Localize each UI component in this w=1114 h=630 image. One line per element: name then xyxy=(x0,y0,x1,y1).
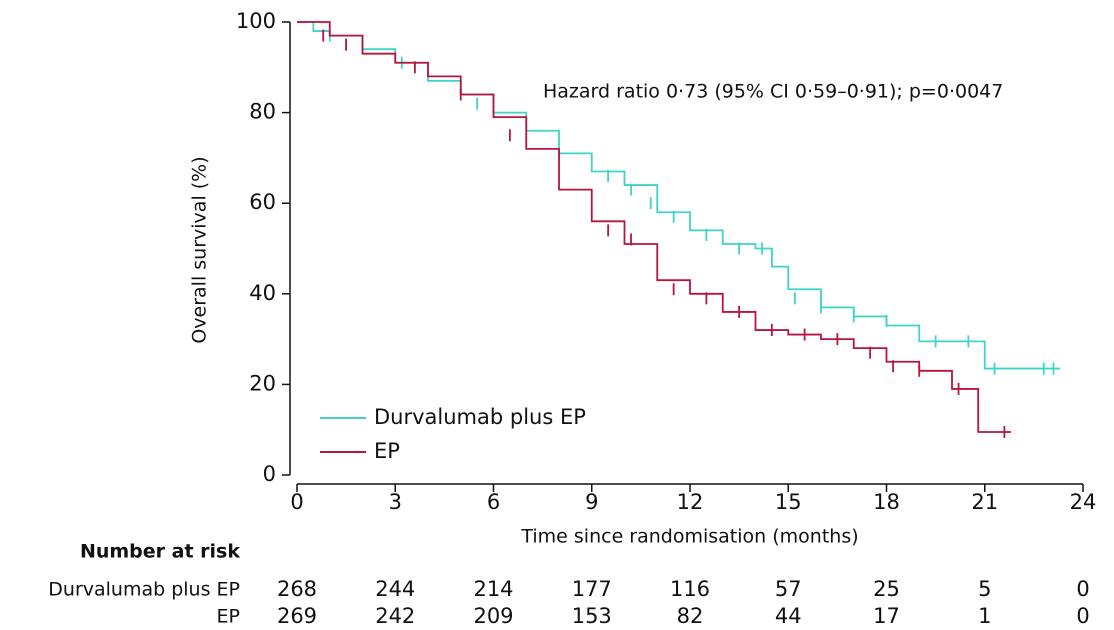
x-tick-label: 12 xyxy=(677,490,704,514)
risk-count: 44 xyxy=(775,604,802,628)
y-tick-label: 40 xyxy=(249,281,276,305)
risk-count: 116 xyxy=(670,577,710,601)
legend-label: Durvalumab plus EP xyxy=(374,405,586,429)
y-tick-label: 0 xyxy=(263,462,276,486)
x-tick-label: 18 xyxy=(873,490,900,514)
y-tick-label: 80 xyxy=(249,100,276,124)
risk-count: 57 xyxy=(775,577,802,601)
risk-row-label: EP xyxy=(217,606,240,628)
x-tick-label: 9 xyxy=(585,490,598,514)
risk-count: 82 xyxy=(677,604,704,628)
x-tick-label: 3 xyxy=(389,490,402,514)
x-axis-title: Time since randomisation (months) xyxy=(520,526,858,548)
survival-curve xyxy=(297,21,1011,433)
risk-count: 242 xyxy=(375,604,415,628)
risk-title: Number at risk xyxy=(80,541,240,563)
risk-count: 214 xyxy=(473,577,513,601)
risk-count: 0 xyxy=(1076,604,1089,628)
risk-count: 177 xyxy=(572,577,612,601)
y-tick-label: 20 xyxy=(249,371,276,395)
risk-row-label: Durvalumab plus EP xyxy=(48,579,240,601)
risk-count: 153 xyxy=(572,604,612,628)
risk-count: 268 xyxy=(277,577,317,601)
y-tick-label: 60 xyxy=(249,190,276,214)
x-tick-label: 24 xyxy=(1070,490,1097,514)
x-tick-label: 15 xyxy=(775,490,802,514)
legend-label: EP xyxy=(374,439,400,463)
x-tick-label: 0 xyxy=(290,490,303,514)
risk-count: 5 xyxy=(978,577,991,601)
risk-count: 244 xyxy=(375,577,415,601)
y-axis-title: Overall survival (%) xyxy=(189,156,211,343)
risk-count: 269 xyxy=(277,604,317,628)
risk-count: 17 xyxy=(873,604,900,628)
annotation: Hazard ratio 0·73 (95% CI 0·59–0·91); p=… xyxy=(543,81,1003,103)
risk-count: 25 xyxy=(873,577,900,601)
risk-count: 1 xyxy=(978,604,991,628)
risk-count: 0 xyxy=(1076,577,1089,601)
risk-count: 209 xyxy=(473,604,513,628)
x-tick-label: 21 xyxy=(971,490,998,514)
y-tick-label: 100 xyxy=(236,9,276,33)
survival-curve xyxy=(297,21,1061,370)
x-tick-label: 6 xyxy=(487,490,500,514)
